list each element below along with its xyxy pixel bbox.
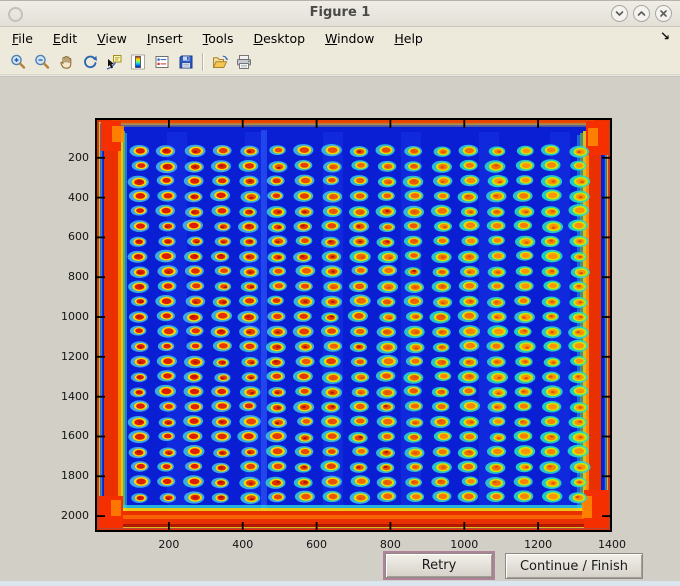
y-tick-label: 400	[68, 190, 89, 204]
toolbar-divider	[0, 75, 680, 77]
print-figure-button[interactable]	[232, 51, 256, 73]
continue-finish-button[interactable]: Continue / Finish	[505, 553, 643, 579]
window-menu-icon[interactable]	[8, 7, 23, 22]
x-tick-label: 1400	[598, 538, 626, 551]
zoom-out-button[interactable]	[30, 51, 54, 73]
x-tick-label: 800	[379, 538, 401, 551]
chevron-up-icon	[637, 11, 646, 16]
titlebar: Figure 1	[0, 1, 680, 27]
figure-canvas: Retry Continue / Finish 200 400 600 800 1000…	[0, 77, 680, 582]
save-figure-button[interactable]	[174, 51, 198, 73]
chevron-down-icon	[615, 11, 624, 16]
menu-item-help[interactable]: Help	[394, 30, 423, 46]
toolbar	[0, 49, 680, 75]
pan-hand-icon	[60, 55, 72, 69]
y-tick-label: 1800	[61, 469, 89, 483]
insert-legend-button[interactable]	[150, 51, 174, 73]
printer-icon	[237, 54, 251, 69]
toolbar-separator	[202, 52, 204, 71]
y-tick-label: 200	[68, 150, 89, 164]
pan-button[interactable]	[54, 51, 78, 73]
zoom-in-button[interactable]	[6, 51, 30, 73]
y-tick-label: 1600	[61, 429, 89, 443]
window-controls	[611, 5, 672, 22]
rotate-3d-button[interactable]	[78, 51, 102, 73]
dock-arrow-icon[interactable]: ↘	[659, 29, 670, 43]
y-tick-label: 600	[68, 230, 89, 244]
data-cursor-icon	[106, 54, 122, 70]
menubar: File Edit View Insert Tools Desktop Window Help…	[0, 27, 680, 49]
open-file-button[interactable]	[208, 51, 232, 73]
menu-item-view[interactable]: View	[97, 30, 127, 46]
y-tick-label: 2000	[61, 509, 89, 523]
x-tick-label: 1200	[524, 538, 553, 551]
y-tick-label: 1400	[61, 389, 89, 403]
heatmap-image	[95, 118, 613, 532]
y-tick-label: 1000	[61, 310, 89, 324]
y-tick-label: 1200	[61, 349, 89, 363]
data-cursor-button[interactable]	[102, 51, 126, 73]
x-tick-label: 600	[306, 538, 328, 551]
maximize-button[interactable]	[633, 5, 650, 22]
window-bottom-edge	[0, 581, 680, 586]
close-x-icon	[660, 10, 667, 17]
rotate-3d-icon	[84, 55, 97, 68]
insert-colorbar-button[interactable]	[126, 51, 150, 73]
heatmap-axes[interactable]	[95, 118, 613, 532]
y-tick-label: 800	[68, 270, 89, 284]
close-button[interactable]	[655, 5, 672, 22]
x-tick-label: 1000	[450, 538, 479, 551]
menu-item-file[interactable]: File	[12, 30, 33, 46]
x-tick-label: 200	[158, 538, 180, 551]
menu-item-edit[interactable]: Edit	[52, 30, 78, 46]
save-floppy-icon	[179, 55, 193, 68]
zoom-in-icon	[11, 54, 26, 69]
colorbar-icon	[131, 54, 145, 69]
minimize-button[interactable]	[611, 5, 628, 22]
menu-item-window[interactable]: Window	[325, 30, 375, 46]
retry-button-focus-ring: Retry	[383, 551, 495, 580]
menu-item-insert[interactable]: Insert	[146, 30, 183, 46]
menu-item-desktop[interactable]: Desktop	[253, 30, 306, 46]
x-tick-label: 400	[232, 538, 254, 551]
retry-button[interactable]: Retry	[385, 553, 493, 578]
menu-item-tools[interactable]: Tools	[202, 30, 234, 46]
window-title: Figure 1	[309, 5, 371, 20]
legend-icon	[155, 55, 169, 68]
open-folder-icon	[212, 55, 228, 68]
zoom-out-icon	[35, 54, 50, 69]
